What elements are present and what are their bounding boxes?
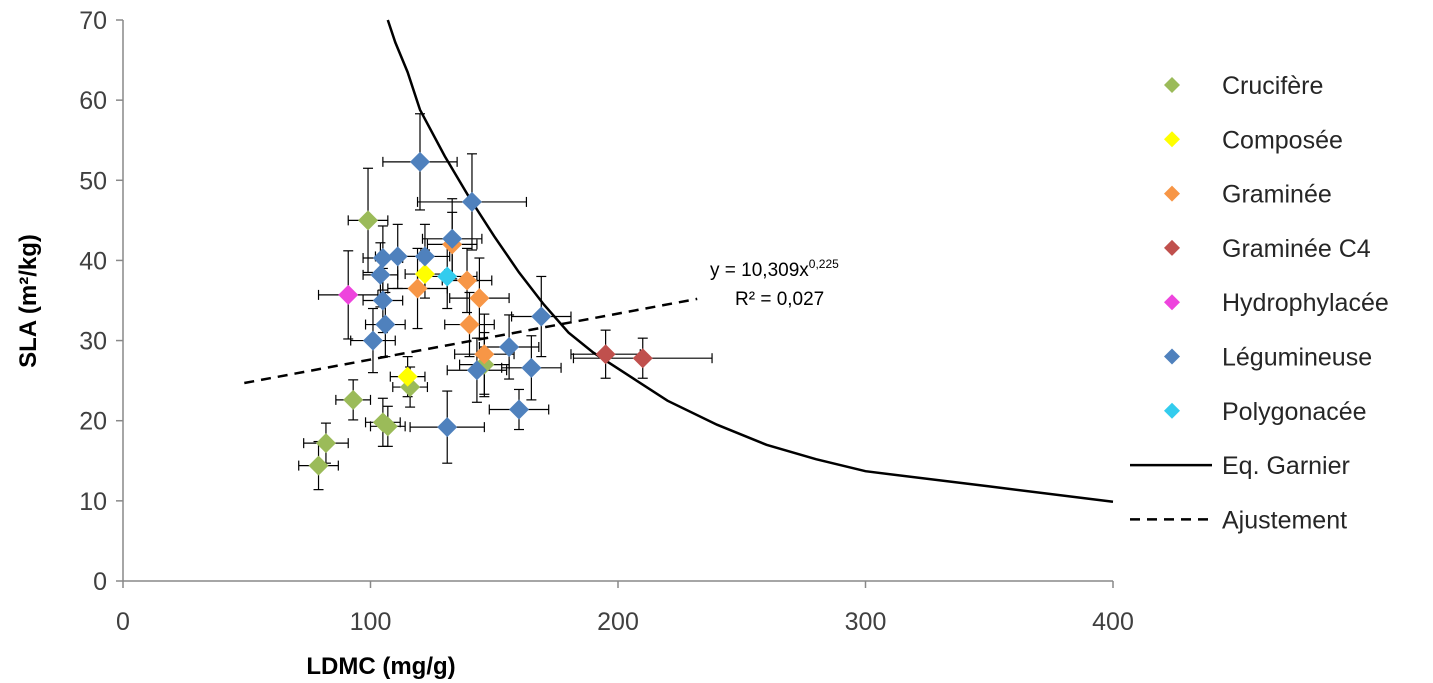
data-point-series-2 xyxy=(469,288,490,309)
legend-marker xyxy=(1164,77,1180,93)
legend-marker xyxy=(1164,239,1180,256)
data-point-series-2 xyxy=(407,278,428,299)
data-point-series-5 xyxy=(521,357,542,378)
y-tick-label: 60 xyxy=(79,87,107,115)
data-point-series-5 xyxy=(370,264,391,285)
data-point-series-4 xyxy=(338,284,359,305)
x-tick-label: 400 xyxy=(1092,608,1134,636)
y-axis-title: SLA (m²/kg) xyxy=(15,234,42,368)
x-axis-title: LDMC (mg/g) xyxy=(306,653,455,680)
data-point-series-3 xyxy=(595,344,616,365)
data-point-series-2 xyxy=(457,270,478,291)
y-tick-label: 20 xyxy=(79,408,107,436)
legend-entry: Polygonacée xyxy=(1164,398,1367,426)
fit-equation-base: y = 10,309x xyxy=(710,260,809,281)
y-tick-label: 0 xyxy=(93,568,107,596)
data-point-series-5 xyxy=(466,360,487,381)
legend-marker xyxy=(1164,131,1180,148)
fit-r-squared: R² = 0,027 xyxy=(735,289,824,310)
data-point-series-2 xyxy=(459,314,480,335)
data-point-series-3 xyxy=(632,348,653,369)
fit-equation-exponent: 0,225 xyxy=(809,257,839,271)
data-point-series-5 xyxy=(362,330,383,351)
legend-label: Ajustement xyxy=(1222,506,1347,534)
x-tick-label: 100 xyxy=(350,608,392,636)
legend-marker xyxy=(1164,348,1180,365)
data-point-series-5 xyxy=(499,336,520,357)
y-tick-label: 10 xyxy=(79,488,107,516)
legend-entry: Graminée C4 xyxy=(1164,235,1371,263)
legend-entry: Eq. Garnier xyxy=(1130,452,1350,480)
x-ticks: 0 100 200 300 400 xyxy=(116,581,1134,636)
x-tick-label: 0 xyxy=(116,608,130,636)
legend-label: Eq. Garnier xyxy=(1222,452,1350,480)
legend-entry: Crucifère xyxy=(1164,72,1323,100)
data-point-series-5 xyxy=(387,246,408,267)
legend-entry: Légumineuse xyxy=(1164,344,1372,372)
data-point-series-2 xyxy=(474,344,495,365)
legend-entry: Hydrophylacée xyxy=(1164,289,1389,317)
y-tick-label: 70 xyxy=(79,7,107,35)
data-point-series-5 xyxy=(531,306,552,327)
fit-annotation: y = 10,309x0,225 R² = 0,027 xyxy=(710,257,839,310)
data-point-series-0 xyxy=(358,210,379,231)
data-point-series-5 xyxy=(437,417,458,438)
error-bars xyxy=(298,113,713,491)
legend-label: Polygonacée xyxy=(1222,398,1367,426)
data-point-series-5 xyxy=(414,246,435,267)
data-point-series-5 xyxy=(375,314,396,335)
y-tick-label: 50 xyxy=(79,167,107,195)
data-point-series-0 xyxy=(308,455,329,476)
data-point-series-1 xyxy=(414,264,435,285)
legend-entry: Ajustement xyxy=(1130,506,1347,534)
data-points xyxy=(308,151,653,476)
legend-label: Crucifère xyxy=(1222,72,1323,100)
line-garnier xyxy=(386,19,1114,503)
legend-label: Graminée xyxy=(1222,181,1332,209)
legend-marker xyxy=(1164,294,1180,311)
data-point-series-5 xyxy=(410,151,430,172)
legend-marker xyxy=(1164,402,1180,419)
data-point-series-1 xyxy=(397,366,418,387)
legend-entry: Composée xyxy=(1164,126,1343,154)
y-tick-label: 30 xyxy=(79,328,107,356)
x-tick-label: 300 xyxy=(845,608,887,636)
data-point-series-5 xyxy=(509,399,529,420)
fit-lines xyxy=(244,19,1114,503)
data-point-series-6 xyxy=(437,266,458,287)
legend: Crucifère Composée Graminée Graminée C4 Hydr… xyxy=(1130,72,1389,534)
y-ticks: 0 10 20 30 40 50 60 70 xyxy=(79,7,123,596)
data-point-series-0 xyxy=(343,389,364,410)
legend-label: Hydrophylacée xyxy=(1222,289,1389,317)
data-point-series-5 xyxy=(372,248,393,269)
axes: 0 10 20 30 40 50 60 70 0 100 200 300 400 xyxy=(79,7,1134,636)
line-ajustement xyxy=(244,297,698,385)
data-point-series-5 xyxy=(442,228,463,249)
data-point-series-5 xyxy=(461,191,482,212)
legend-marker xyxy=(1164,185,1180,202)
y-tick-label: 40 xyxy=(79,247,107,275)
data-point-series-0 xyxy=(377,416,398,437)
x-tick-label: 200 xyxy=(597,608,639,636)
data-point-series-5 xyxy=(372,290,393,311)
legend-label: Légumineuse xyxy=(1222,344,1372,372)
legend-entry: Graminée xyxy=(1164,181,1332,209)
legend-label: Composée xyxy=(1222,126,1343,154)
fit-equation: y = 10,309x0,225 xyxy=(710,257,839,281)
data-point-series-0 xyxy=(315,433,336,454)
legend-label: Graminée C4 xyxy=(1222,235,1371,263)
